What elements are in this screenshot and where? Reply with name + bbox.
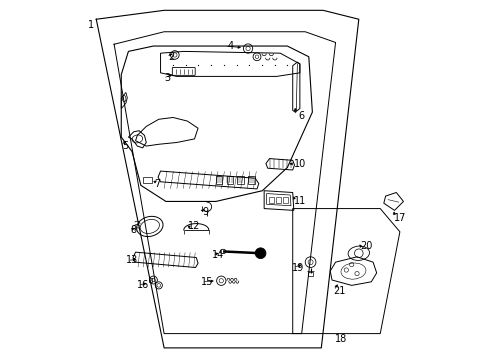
- Bar: [237, 176, 244, 184]
- Bar: [268, 197, 274, 203]
- Text: 7: 7: [154, 179, 160, 189]
- Text: 3: 3: [164, 73, 170, 83]
- Text: 11: 11: [293, 197, 305, 206]
- Text: 8: 8: [130, 225, 137, 235]
- Text: 10: 10: [293, 159, 305, 169]
- Text: 20: 20: [359, 241, 371, 251]
- Text: 18: 18: [334, 334, 346, 344]
- Bar: [307, 272, 313, 276]
- Text: 6: 6: [298, 111, 304, 121]
- Bar: [148, 278, 152, 282]
- Bar: [142, 177, 151, 183]
- Text: 15: 15: [201, 277, 213, 287]
- Text: 5: 5: [122, 141, 128, 151]
- Text: 12: 12: [188, 221, 200, 231]
- Bar: [247, 176, 254, 184]
- Text: 17: 17: [393, 212, 405, 222]
- Text: 1: 1: [88, 19, 94, 30]
- Text: 9: 9: [202, 207, 208, 217]
- Text: 21: 21: [332, 286, 345, 296]
- Bar: [275, 197, 281, 203]
- Text: 13: 13: [125, 255, 138, 265]
- Text: 16: 16: [136, 280, 148, 291]
- Text: 19: 19: [291, 262, 304, 273]
- Circle shape: [255, 248, 265, 258]
- Bar: [283, 197, 288, 203]
- Text: 4: 4: [227, 41, 233, 51]
- Text: 14: 14: [211, 250, 224, 260]
- Text: 2: 2: [168, 52, 174, 62]
- Bar: [216, 176, 222, 184]
- Bar: [226, 176, 233, 184]
